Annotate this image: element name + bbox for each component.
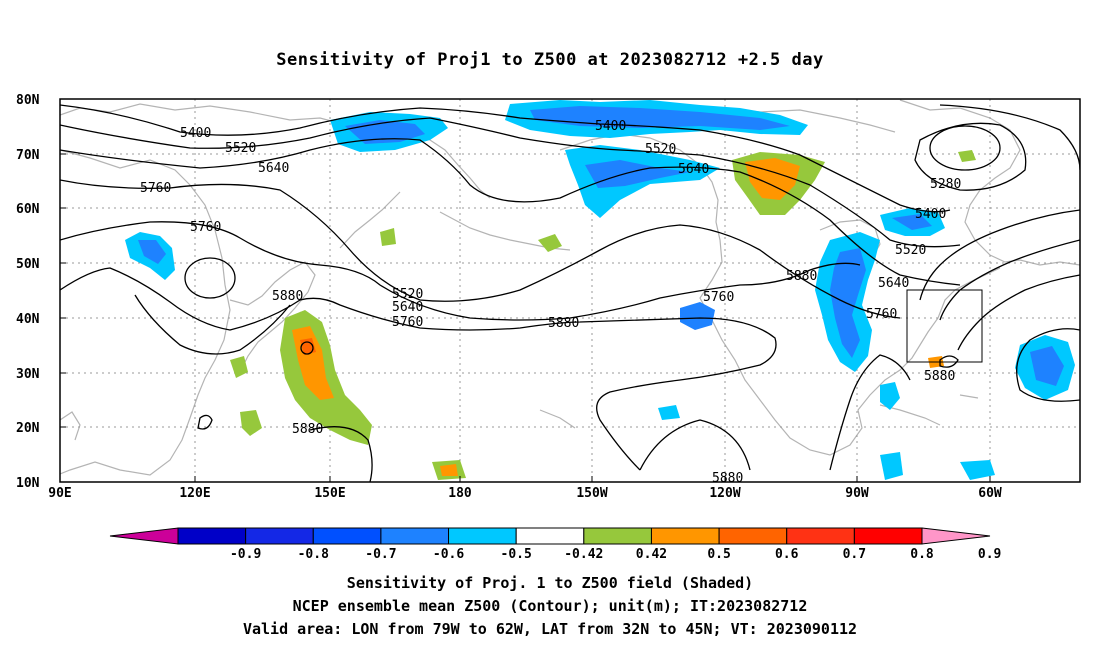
caption-contour: NCEP ensemble mean Z500 (Contour); unit(… [292,597,808,615]
contour-label: 5520 [895,243,926,258]
contour-label: 5640 [878,276,909,291]
contour-labels: 5400 5520 5640 5760 5760 5880 5400 5520 … [140,119,961,486]
colorbar-swatch [515,527,585,545]
contour-label: 5880 [786,269,817,284]
map-title: Sensitivity of Proj1 to Z500 at 20230827… [276,50,824,70]
colorbar-swatch [177,527,247,545]
contour-label: 5520 [645,142,676,157]
shade-neg-pacific-east [658,405,680,420]
contour-label: 5760 [190,220,221,235]
colorbar-extend-low [109,527,179,545]
shade-neg-atlantic-east-core [1030,346,1064,386]
contour-label: 5400 [915,207,946,222]
colorbar-label: -0.6 [433,547,464,562]
contour-label: 5760 [866,307,897,322]
z500-contours [60,104,1080,482]
shade-pos-greenland [958,150,976,162]
lat-label: 60N [16,202,40,217]
contour-label: 5640 [392,300,423,315]
contour-label: 5880 [272,289,303,304]
colorbar-label: 0.6 [775,547,799,562]
shade-pos-mid-pacific-core [440,464,458,476]
colorbar-label: -0.8 [298,547,329,562]
contour-label: 5400 [595,119,626,134]
shade-neg-caribbean [960,460,995,480]
contour-label: 5880 [292,422,323,437]
lon-label: 120E [179,486,210,501]
colorbar-swatch [718,527,788,545]
colorbar-swatch [380,527,450,545]
colorbar-label: 0.5 [707,547,730,562]
lat-label: 30N [16,367,40,382]
colorbar-label: 0.42 [636,547,667,562]
lon-label: 180 [448,486,472,501]
caption-valid-area: Valid area: LON from 79W to 62W, LAT fro… [242,620,858,638]
shade-neg-north-atlantic-core [892,214,932,230]
lat-label: 20N [16,421,40,436]
lat-label: 10N [16,476,40,491]
contour-label: 5280 [930,177,961,192]
contour-label: 5400 [180,126,211,141]
latitude-labels: 80N 70N 60N 50N 40N 30N 20N 10N [16,93,40,491]
contour-label: 5880 [548,316,579,331]
colorbar-swatch [583,527,652,545]
lon-label: 90E [48,486,71,501]
colorbar-label: 0.9 [978,547,1001,562]
colorbar-swatch [786,527,855,545]
shade-pos-philippines [240,410,262,436]
contour-label: 5760 [140,181,171,196]
lat-label: 70N [16,148,40,163]
colorbar-label: 0.7 [843,547,866,562]
longitude-labels: 90E 120E 150E 180 150W 120W 90W 60W [48,486,1002,501]
lon-label: 60W [978,486,1002,501]
contour-label: 5880 [924,369,955,384]
colorbar-swatch [650,527,720,545]
shade-neg-caribbean-2 [880,452,903,480]
contour-label: 5640 [258,161,289,176]
colorbar: -0.9 -0.8 -0.7 -0.6 -0.5 -0.42 0.42 0.5 0.6 0.7 0.… [109,527,1001,562]
shade-neg-kamchatka-core [138,240,166,264]
colorbar-swatch [448,527,517,545]
lat-label: 80N [16,93,40,108]
contour-label: 5760 [392,315,423,330]
shade-neg-alaska-core [585,160,690,188]
lon-label: 150W [576,486,607,501]
contour-label: 5520 [392,287,423,302]
lat-label: 40N [16,312,40,327]
map-frame [59,98,1081,483]
caption-shaded: Sensitivity of Proj. 1 to Z500 field (Sh… [346,574,754,592]
shade-neg-great-lakes-core [830,248,866,358]
colorbar-swatch [245,527,314,545]
colorbar-label: -0.42 [564,547,603,562]
shade-neg-pacific-mid [680,302,715,330]
shade-pos-aleutian [538,234,562,252]
shade-pos-east-china [230,356,248,378]
colorbar-label: -0.9 [230,547,261,562]
contour-label: 5520 [225,141,256,156]
colorbar-extend-high [921,527,991,545]
colorbar-label: -0.5 [501,547,532,562]
contour-label: 5760 [703,290,734,305]
shade-neg-gulf [880,382,900,410]
valid-area-box [906,289,983,363]
lon-label: 150E [314,486,345,501]
contour-label: 5880 [712,471,743,486]
colorbar-swatch [853,527,923,545]
colorbar-swatch [312,527,382,545]
colorbar-label: 0.8 [910,547,934,562]
contour-label: 5640 [678,162,709,177]
lat-label: 50N [16,257,40,272]
axis-ticks [60,98,991,483]
shade-pos-kamchatka [380,228,396,246]
lon-label: 120W [709,486,740,501]
lon-label: 90W [845,486,869,501]
colorbar-label: -0.7 [365,547,396,562]
